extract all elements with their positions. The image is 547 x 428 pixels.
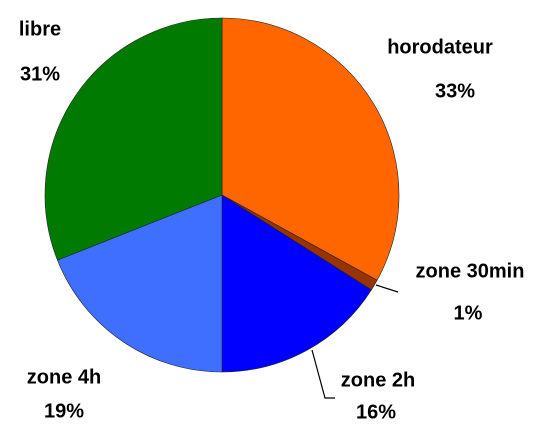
leader-line [311, 349, 335, 399]
pie-slice [221, 194, 372, 373]
slice-label: libre [19, 18, 61, 40]
slice-value-label: 16% [356, 401, 396, 423]
slice-label: zone 2h [341, 369, 415, 391]
slice-label: zone 30min [416, 260, 525, 282]
slice-label: horodateur [387, 36, 493, 58]
pie-slice [221, 17, 400, 281]
slice-value-label: 19% [44, 400, 84, 422]
slice-value-label: 1% [454, 302, 483, 324]
leader-line [375, 284, 399, 293]
slice-value-label: 31% [20, 63, 60, 85]
pie-slice [57, 194, 223, 373]
pie-slice [44, 17, 223, 261]
slice-label: zone 4h [27, 366, 101, 388]
slice-value-label: 33% [435, 80, 475, 102]
